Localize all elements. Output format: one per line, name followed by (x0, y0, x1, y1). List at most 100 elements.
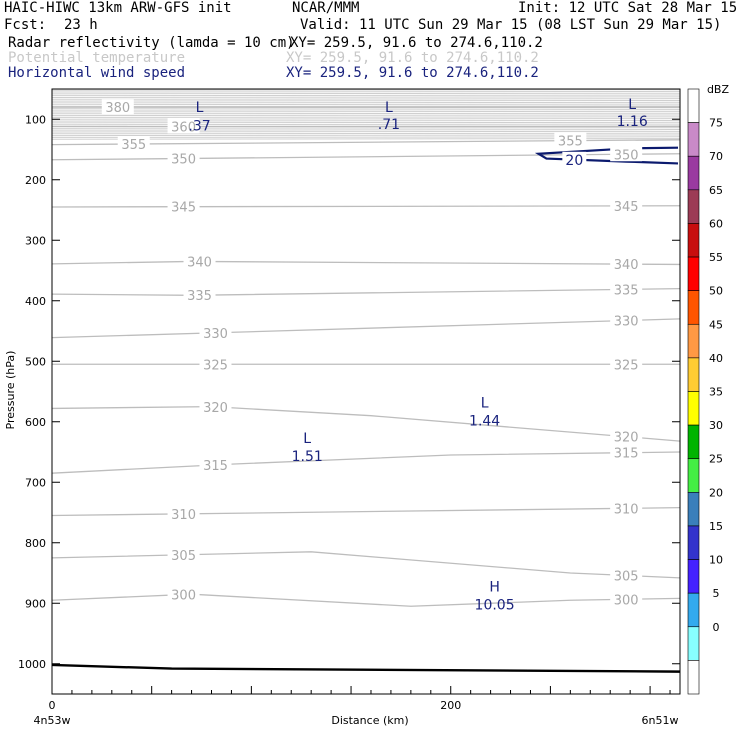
field-2-coords: XY= 259.5, 91.6 to 274.6,110.2 (286, 50, 539, 66)
theta-label-345: 345 (614, 200, 639, 215)
theta-label-350: 350 (171, 153, 196, 168)
theta-label-310: 310 (614, 502, 639, 517)
contour-label-bg (167, 586, 200, 602)
contour-label-bg (610, 428, 643, 444)
theta-label-305: 305 (614, 569, 639, 584)
x-axis-title: Distance (km) (331, 714, 408, 727)
contour-label-bg (167, 198, 200, 214)
theta-label-315: 315 (614, 447, 639, 462)
theta-contour-305 (51, 551, 681, 579)
colorbar-swatch (687, 88, 700, 123)
plot-frame (51, 88, 681, 695)
extremum-value: 1.44 (469, 414, 500, 430)
theta-contours (51, 89, 681, 673)
x-right-endpoint: 6n51w (642, 714, 679, 727)
theta-label-350: 350 (614, 148, 639, 163)
stratosphere-isentrope (51, 99, 681, 102)
contour-label-bg (610, 567, 643, 583)
y-tick-label: 900 (25, 597, 46, 610)
stratosphere-isentrope (51, 103, 681, 106)
theta-contour-320 (51, 405, 681, 442)
theta-label-320: 320 (203, 401, 228, 416)
theta-contour-300 (51, 593, 681, 607)
stratosphere-isentrope (51, 116, 681, 118)
stratosphere-isentrope (51, 110, 681, 113)
stratosphere-isentrope (51, 107, 681, 109)
theta-label-320: 320 (614, 431, 639, 446)
theta-label-300: 300 (171, 589, 196, 604)
extremum-marker-L: L (196, 100, 204, 116)
colorbar-label: 40 (709, 352, 723, 365)
contour-label-bg (610, 312, 643, 328)
theta-label-305: 305 (171, 549, 196, 564)
contour-label-bg (117, 136, 150, 152)
extremum-value: .71 (378, 117, 400, 133)
surface-line (51, 663, 681, 673)
colorbar-swatch (687, 357, 700, 392)
y-tick-label: 400 (25, 295, 46, 308)
colorbar-swatch (687, 660, 700, 695)
colorbar-swatch (687, 391, 700, 426)
colorbar-swatch (687, 592, 700, 628)
colorbar-swatch (687, 189, 700, 224)
theta-label-330: 330 (203, 327, 228, 342)
extremum-marker-L: L (303, 431, 311, 447)
field-3-coords: XY= 259.5, 91.6 to 274.6,110.2 (286, 65, 539, 81)
stratosphere-isentrope (51, 96, 681, 98)
colorbar-label: 50 (709, 285, 723, 298)
colorbar-swatch (687, 223, 700, 258)
stratosphere-isentrope (51, 98, 681, 100)
colorbar-label: 70 (709, 150, 723, 163)
colorbar-swatch (687, 122, 700, 157)
colorbar-label: 35 (709, 386, 723, 399)
theta-label-355: 355 (558, 135, 583, 150)
extremum-value: 1.51 (292, 449, 323, 465)
contour-label-bg (199, 324, 232, 340)
theta-contour-340 (51, 260, 681, 266)
colorbar-title: dBZ (707, 83, 730, 96)
y-tick-label: 200 (25, 174, 46, 187)
theta-label-340: 340 (614, 258, 639, 273)
colorbar-label: 20 (709, 486, 723, 499)
contour-label-bg (167, 546, 200, 562)
theta-label-315: 315 (203, 459, 228, 474)
theta-contour-335 (51, 288, 681, 296)
stratosphere-isentrope (51, 130, 681, 133)
theta-label-335: 335 (187, 289, 212, 304)
colorbar-swatch (687, 525, 700, 560)
contour-label-bg (167, 150, 200, 166)
y-axis-title: Pressure (hPa) (4, 351, 17, 430)
colorbar-label: 25 (709, 453, 723, 466)
colorbar-swatch (687, 256, 700, 291)
colorbar-swatch (687, 492, 700, 527)
contour-labels: 380 360 355 355 350 350 345 345 340 340 335 335 330 3… (101, 97, 648, 613)
colorbar-swatch (687, 626, 700, 661)
stratosphere-isentrope (51, 112, 681, 115)
y-tick-label: 800 (25, 537, 46, 550)
theta-label-325: 325 (203, 358, 228, 373)
field-1-coords: XY= 259.5, 91.6 to 274.6,110.2 (290, 35, 543, 51)
stratosphere-isentrope (51, 89, 681, 91)
colorbar-label: 60 (709, 217, 723, 230)
theta-label-310: 310 (171, 508, 196, 523)
init-time: Init: 12 UTC Sat 28 Mar 15 (518, 0, 738, 16)
y-tick-label: 100 (25, 113, 46, 126)
stratosphere-isentrope (51, 121, 681, 124)
stratosphere-isentrope (51, 109, 681, 111)
field-1-name: Radar reflectivity (lamda = 10 cm) (8, 35, 295, 51)
contour-label-bg (199, 356, 232, 372)
theta-label-325: 325 (614, 358, 639, 373)
theta-label-335: 335 (614, 283, 639, 298)
stratosphere-isentrope (51, 129, 681, 131)
colorbar-swatch (687, 424, 700, 460)
contour-label-bg (167, 118, 200, 134)
field-3-name: Horizontal wind speed (8, 65, 186, 81)
y-tick-label: 600 (25, 416, 46, 429)
extremum-marker-L: L (481, 395, 489, 411)
y-tick-label: 500 (25, 355, 46, 368)
colorbar-label: 65 (709, 184, 723, 197)
axes: 100 200 300 400 500 600 700 800 900 1000 0 200 (18, 88, 681, 712)
contour-label-bg (610, 356, 643, 372)
